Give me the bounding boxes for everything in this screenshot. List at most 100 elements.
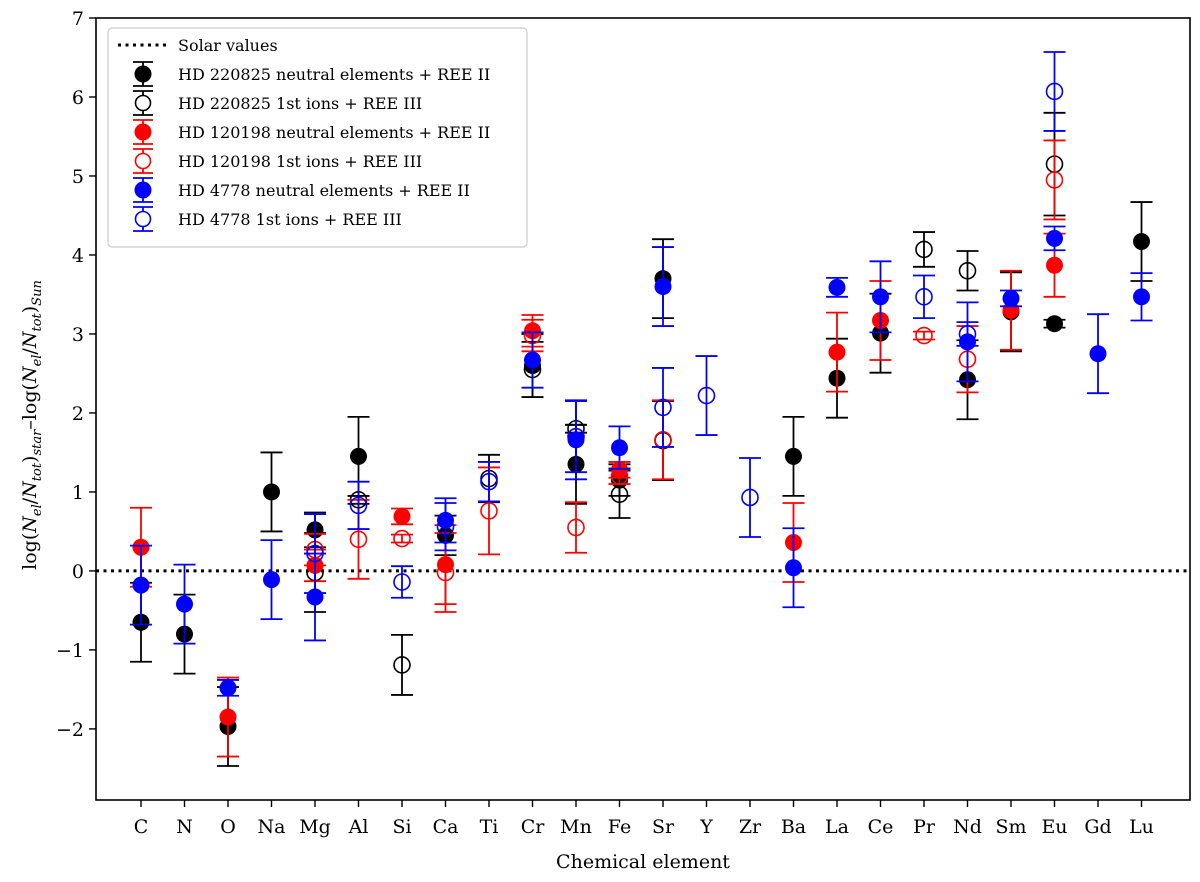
x-tick-label: C [134,816,149,838]
x-tick-label: Ba [781,816,806,838]
y-tick-label: 5 [72,166,84,188]
legend-label: HD 120198 neutral elements + REE II [178,123,490,142]
data-point [349,496,368,515]
x-axis-label: Chemical element [556,851,730,873]
data-point [436,517,455,536]
legend-label: HD 220825 1st ions + REE III [178,94,422,113]
y-tick-label: 1 [72,482,84,504]
x-tick-label: Ce [868,816,894,838]
data-point [176,595,193,613]
data-point [611,439,628,457]
series-layer [130,51,1153,767]
x-tick-label: Y [699,816,713,838]
x-tick-label: Fe [608,816,631,838]
x-tick-label: Ti [480,816,499,838]
x-tick-label: Pr [913,816,936,838]
data-point [480,502,498,520]
data-point [915,326,933,345]
x-tick-label: O [220,816,236,838]
legend-swatch [134,152,152,170]
legend-label: HD 220825 neutral elements + REE II [178,65,490,84]
y-tick-label: 6 [72,87,84,109]
y-axis-label: log(Nel/Ntot)star–log(Nel/Ntot)Sun [19,280,45,570]
x-tick-label: Zr [739,816,762,838]
data-point [1045,82,1064,101]
data-point [610,485,629,504]
data-point [654,398,672,417]
data-point [132,576,150,594]
x-tick-label: Sm [995,816,1026,838]
data-point [654,278,672,296]
data-point [393,573,411,591]
data-point [350,447,367,465]
axes-layer: −2 −1 0 1 2 3 4 5 6 7 C N O Na Mg Al Si Ca Ti Cr Mn Fe Sr Y Zr Ba… [56,8,1154,838]
legend-frame [107,27,528,248]
data-point [436,563,455,582]
data-point [219,679,237,697]
data-point [915,240,933,259]
y-tick-label: −1 [56,640,84,662]
series-hd-4778-neutral-elements-ree-ii [130,225,1153,697]
plot-frame [95,17,1191,801]
data-point [393,507,411,525]
x-tick-label: Eu [1041,816,1067,838]
y-tick-label: 3 [72,324,84,346]
y-tick-label: 7 [72,8,84,30]
legend-label: HD 4778 neutral elements + REE II [178,181,470,200]
data-point [393,656,411,674]
series-hd-220825-neutral-elements-ree-ii [130,201,1153,767]
x-tick-label: Sr [652,816,675,838]
data-point [349,530,368,549]
legend-swatch [134,65,152,83]
data-point [263,571,280,589]
y-tick-label: 0 [72,561,84,583]
data-point [958,325,977,343]
x-tick-label: Si [392,816,411,838]
legend-swatch [134,123,152,141]
data-point [1046,315,1063,333]
legend-swatch [134,210,152,228]
x-tick-label: Cr [521,816,546,838]
x-tick-label: Gd [1084,816,1111,838]
data-point [828,278,846,296]
data-point [219,708,237,726]
x-tick-label: Mg [299,816,331,838]
data-point [1046,229,1063,247]
legend: Solar values HD 220825 neutral elements +… [107,27,528,248]
legend-swatch [134,181,152,199]
data-point [567,427,585,446]
x-tick-label: N [176,816,193,838]
series-hd-4778-1st-ions-ree-iii [304,51,1066,599]
x-tick-label: Lu [1129,816,1154,838]
data-point [1002,289,1020,307]
data-point [1133,288,1150,306]
legend-label: Solar values [178,36,278,55]
data-point [567,518,585,537]
data-point [1045,171,1064,189]
x-tick-label: Na [258,816,286,838]
data-point [872,288,889,306]
data-point [697,386,716,405]
y-tick-label: 4 [72,245,84,267]
data-point [828,343,846,361]
y-tick-label: −2 [56,719,84,741]
data-point [785,447,802,465]
data-point [915,288,933,306]
data-point [741,488,759,507]
data-point [306,544,324,563]
data-point [393,529,411,548]
x-tick-label: La [825,816,849,838]
legend-label: HD 4778 1st ions + REE III [178,210,402,229]
x-tick-label: Ca [433,816,459,838]
x-tick-label: Al [348,816,369,838]
legend-swatch [134,94,152,112]
data-point [1089,345,1107,363]
data-point [785,559,802,577]
x-tick-label: Nd [953,816,982,838]
data-point [1046,256,1063,274]
data-point [480,472,498,491]
x-tick-label: Mn [560,816,592,838]
legend-label: HD 120198 1st ions + REE III [178,152,422,171]
data-point [1133,233,1150,251]
